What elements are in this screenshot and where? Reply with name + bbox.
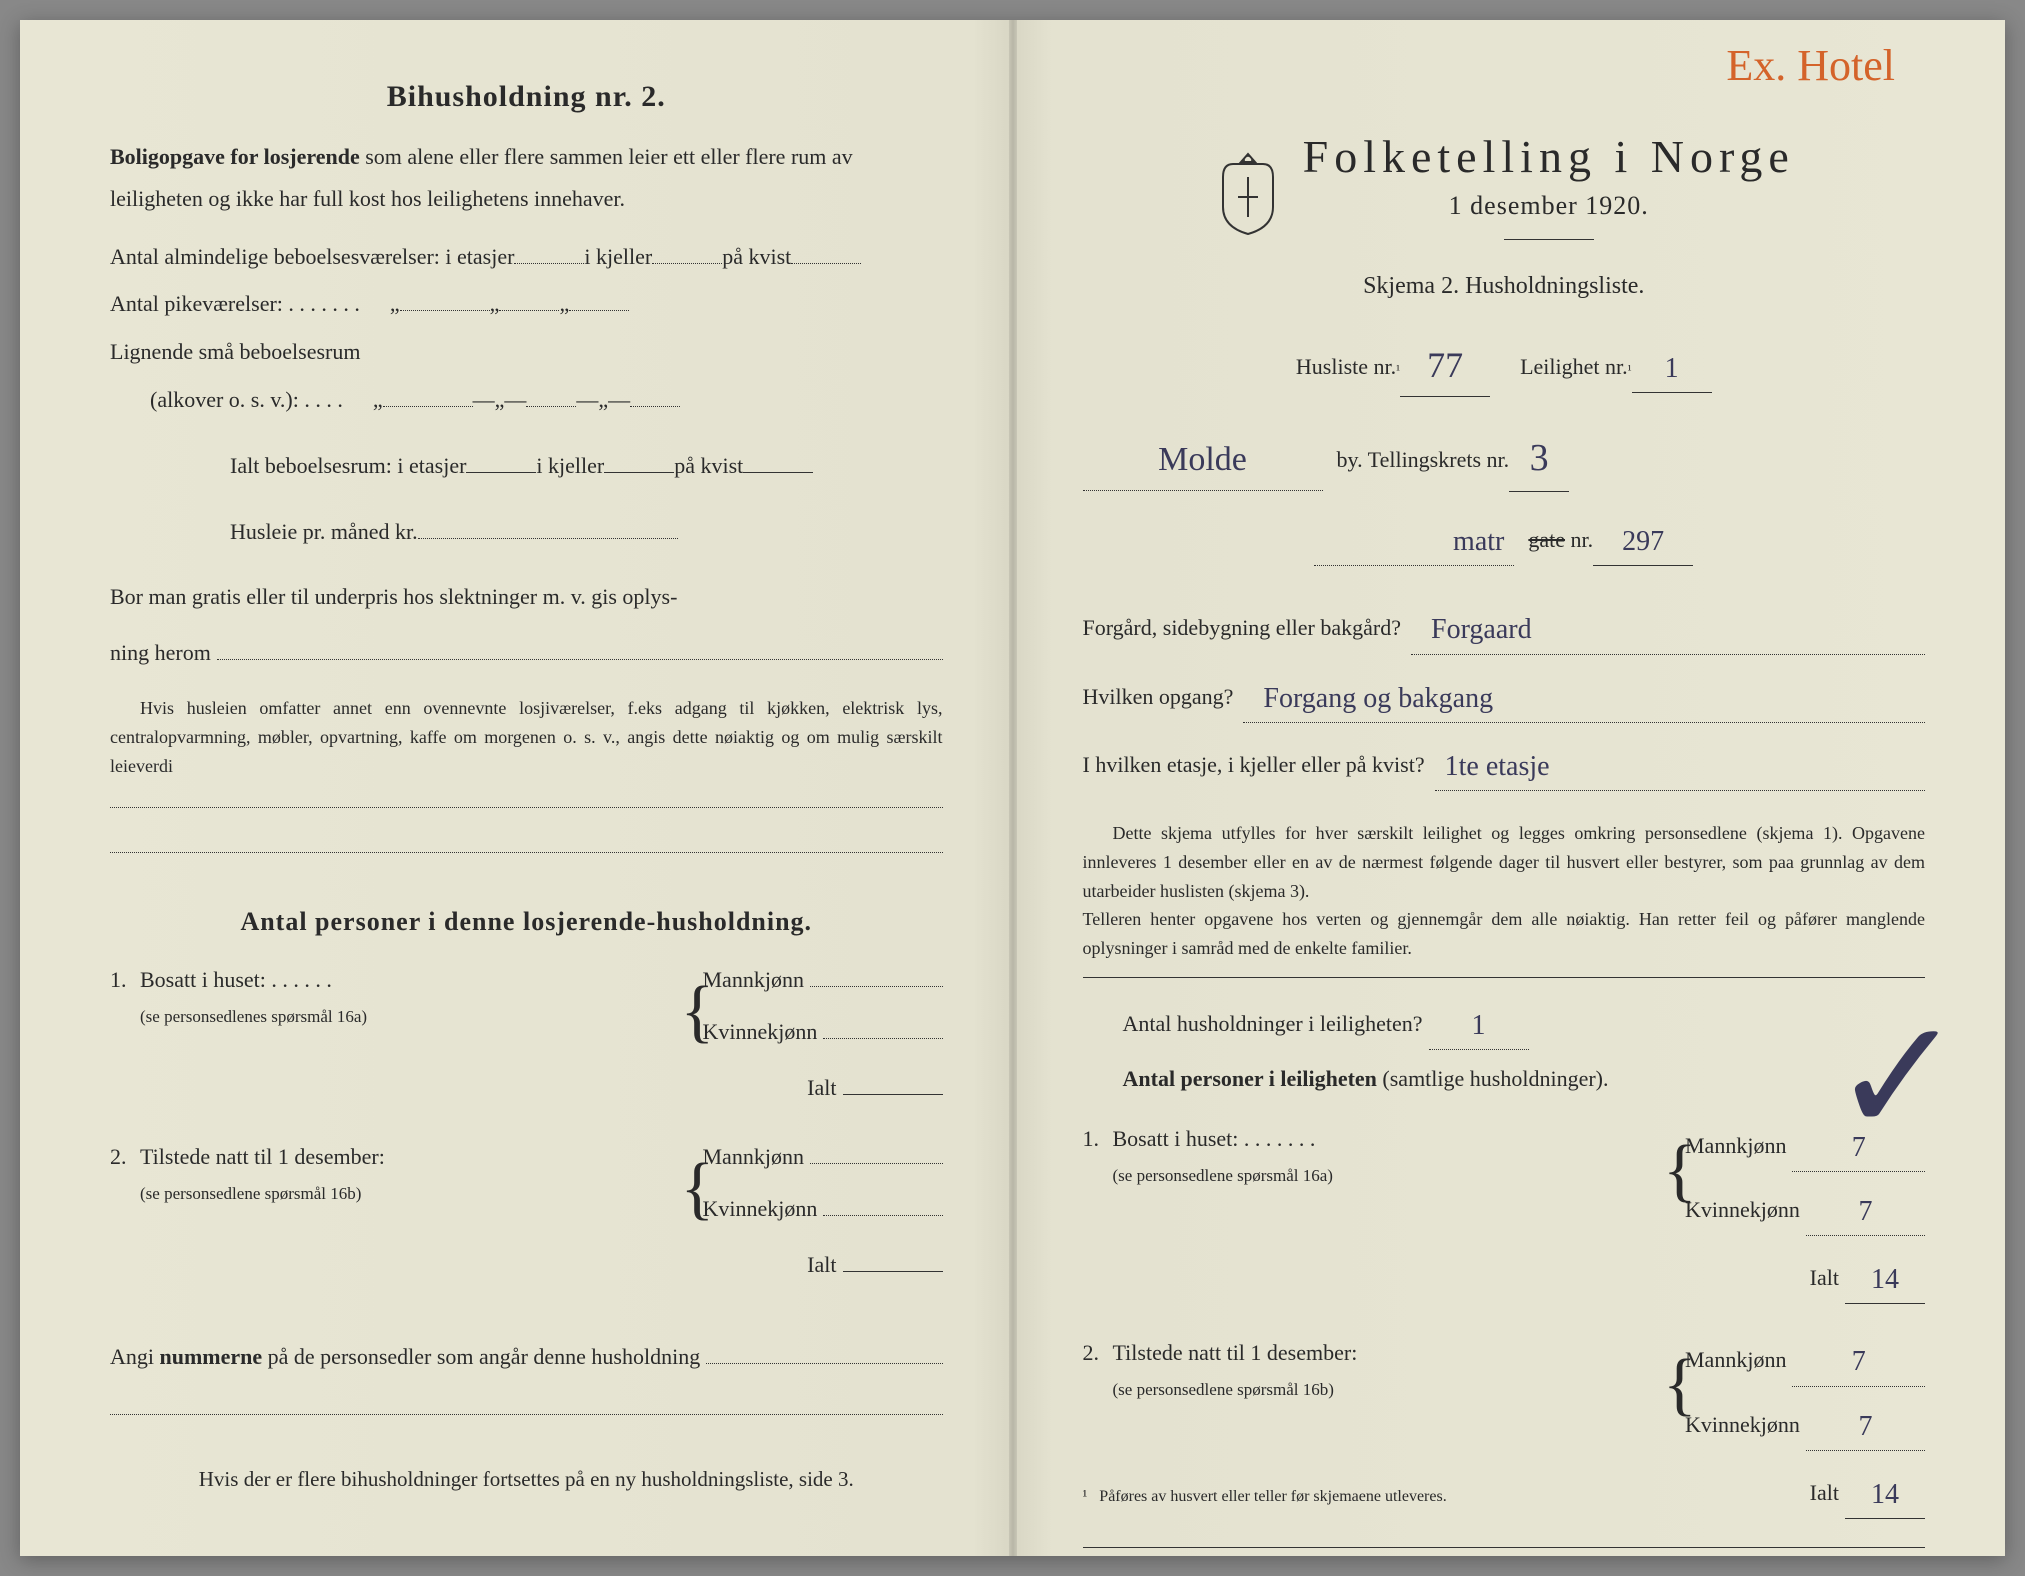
total-rooms-line: Ialt beboelsesrum: i etasjer i kjeller p…	[230, 445, 943, 487]
header-block: Folketelling i Norge 1 desember 1920.	[1083, 130, 1926, 258]
left-count-1: 1. Bosatt i huset: . . . . . . (se perso…	[110, 959, 943, 1118]
subtitle: 1 desember 1920.	[1303, 191, 1795, 221]
forgard-row: Forgård, sidebygning eller bakgård? Forg…	[1083, 600, 1926, 654]
maidrooms-line: Antal pikeværelser: . . . . . . . „ „ „	[110, 283, 943, 325]
instructions: Dette skjema utfylles for hver særskilt …	[1083, 819, 1926, 963]
coat-of-arms-icon	[1213, 152, 1283, 237]
red-annotation: Ex. Hotel	[1726, 40, 1895, 91]
fine-print-1: Hvis husleien omfatter annet enn ovennev…	[110, 694, 943, 780]
gate-row: matr gate nr. 297	[1083, 512, 1926, 566]
left-bottom-note: Hvis der er flere bihusholdninger fortse…	[110, 1460, 943, 1500]
left-title: Bihusholdning nr. 2.	[110, 80, 943, 114]
left-count-2: 2. Tilstede natt til 1 desember: (se per…	[110, 1136, 943, 1295]
census-form-document: Bihusholdning nr. 2. Boligopgave for los…	[20, 20, 2005, 1556]
verification-checkmark: ✓	[1831, 1030, 1965, 1126]
persons-label-row: Antal personer i leiligheten (samtlige h…	[1123, 1058, 1926, 1100]
free-line1: Bor man gratis eller til underpris hos s…	[110, 576, 943, 618]
rooms-line: Antal almindelige beboelsesværelser: i e…	[110, 236, 943, 278]
footnote: ¹ Påføres av husvert eller teller før sk…	[1083, 1488, 1447, 1506]
right-count-1: 1. Bosatt i huset: . . . . . . . (se per…	[1083, 1118, 1926, 1315]
rent-line: Husleie pr. måned kr.	[230, 511, 943, 553]
etasje-row: I hvilken etasje, i kjeller eller på kvi…	[1083, 737, 1926, 791]
intro-bold: Boligopgave for losjerende	[110, 144, 360, 169]
form-label: Skjema 2. Husholdningsliste.	[1083, 264, 1926, 310]
opgang-row: Hvilken opgang? Forgang og bakgang	[1083, 669, 1926, 723]
left-page: Bihusholdning nr. 2. Boligopgave for los…	[20, 20, 1013, 1556]
free-line2: ning herom	[110, 632, 943, 674]
numbers-line: Angi nummerne på de personsedler som ang…	[110, 1336, 943, 1378]
husliste-row: Husliste nr.¹ 77 Leilighet nr.¹ 1	[1083, 328, 1926, 397]
main-title: Folketelling i Norge	[1303, 130, 1795, 183]
right-page: Ex. Hotel Folketelling i Norge 1 desembe…	[1013, 20, 2006, 1556]
similar-line2: (alkover o. s. v.): . . . . „ —„— —„—	[150, 379, 943, 421]
by-row: Molde by. Tellingskrets nr. 3	[1083, 419, 1926, 492]
households-row: Antal husholdninger i leiligheten? 1	[1123, 996, 1926, 1050]
intro-paragraph: Boligopgave for losjerende som alene ell…	[110, 136, 943, 220]
similar-line1: Lignende små beboelsesrum	[110, 331, 943, 373]
left-section2-title: Antal personer i denne losjerende-hushol…	[110, 907, 943, 937]
